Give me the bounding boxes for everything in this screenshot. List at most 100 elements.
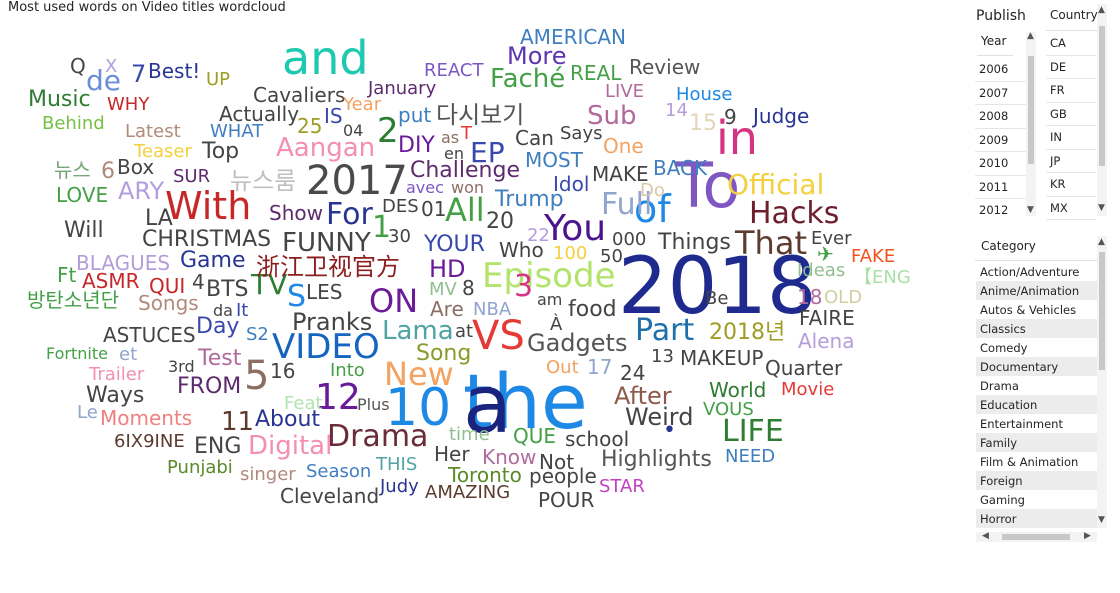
year-item[interactable]: 2011 [975,176,1027,199]
word-다시보기: 다시보기 [436,101,525,129]
year-item[interactable]: 2007 [975,82,1027,105]
word-13: 13 [651,346,674,367]
word-more: More [507,42,567,70]
year-item[interactable]: 2010 [975,152,1027,176]
country-item[interactable]: FR [1046,79,1096,103]
category-item[interactable]: Family [976,433,1097,452]
category-item[interactable]: Drama [980,378,1019,393]
word-back: BACK [653,156,708,180]
word-hacks: Hacks [749,196,840,231]
word-4: 4 [192,270,205,294]
category-item[interactable]: Anime/Animation [976,281,1097,300]
word-cloud: 2018 the a To 10 and 2017 With VIDEO in You Episode… [27,27,911,510]
word-says: Says [560,123,603,144]
word-show: Show [269,201,323,225]
scroll-up-icon[interactable]: ▲ [1027,31,1034,41]
scroll-thumb[interactable] [1099,26,1105,166]
scroll-down-icon[interactable]: ▼ [1027,205,1034,215]
word-plane: ✈ [817,242,834,266]
year-scrollbar[interactable]: ▲ ▼ [1026,32,1036,216]
word-season: Season [306,461,372,482]
year-item[interactable]: 2008 [975,105,1027,129]
word-part: Part [635,313,695,348]
word-fach-: Faché [490,64,566,94]
word-astuces: ASTUCES [103,323,196,347]
word-makeup: MAKEUP [680,346,764,370]
year-item[interactable]: 2012 [975,199,1027,222]
category-item[interactable]: Entertainment [980,416,1063,431]
word-review: Review [629,55,701,79]
word-nba: NBA [473,299,512,320]
word-things: Things [658,230,731,255]
word-gadgets: Gadgets [527,329,628,357]
category-item[interactable]: Classics [976,319,1097,338]
word-trailer: Trailer [89,364,145,385]
word-le: Le [77,402,98,423]
word-up: UP [206,69,231,90]
scroll-down-icon[interactable]: ▼ [1098,515,1105,525]
country-item[interactable]: KR [1046,173,1096,197]
word-trump: Trump [495,187,564,212]
word-et: et [119,344,138,365]
scroll-thumb[interactable] [1028,56,1034,164]
word-6: 6 [101,159,115,184]
hscroll-thumb[interactable] [1002,534,1070,540]
country-item[interactable]: JP [1046,150,1096,173]
category-item[interactable]: Film & Animation [980,454,1079,469]
year-item[interactable]: 2006 [975,58,1027,82]
category-item[interactable]: Foreign [976,471,1097,490]
category-item[interactable]: Gaming [980,492,1025,507]
word-04: 04 [343,121,364,140]
word-2018년: 2018년 [709,320,786,345]
word-a: a [463,358,513,451]
country-scrollbar[interactable]: ▲ ▼ [1097,4,1107,216]
word-2018: 2018 [618,242,817,332]
scroll-down-icon[interactable]: ▼ [1098,203,1105,213]
word-sur: SUR [173,166,211,187]
word-why: WHY [107,94,150,115]
country-item[interactable]: DE [1046,56,1096,79]
category-hscrollbar[interactable]: ◀ ▶ [976,532,1097,542]
word-뉴스룸: 뉴스룸 [230,167,297,195]
word-school: school [565,427,630,451]
word-at: at [455,321,474,342]
word-5: 5 [244,353,270,399]
category-item[interactable]: Education [976,395,1097,414]
year-header: Year [981,34,1007,48]
word-life: LIFE [722,414,784,449]
scroll-up-icon[interactable]: ▲ [1098,5,1105,15]
word-25: 25 [297,114,323,138]
word-your: YOUR [424,232,485,257]
country-item[interactable]: MX [1046,197,1096,220]
word-teaser: Teaser [134,141,192,162]
scroll-thumb[interactable] [1099,252,1105,370]
country-item[interactable]: IN [1046,126,1096,150]
category-item[interactable]: Comedy [980,340,1028,355]
word-will: Will [64,218,104,243]
word-tv: TV [251,268,288,301]
country-item[interactable]: GB [1046,103,1096,126]
word-ever: Ever [811,228,852,249]
category-item[interactable]: Autos & Vehicles [980,302,1077,317]
word-22: 22 [527,225,550,246]
word-17: 17 [587,355,613,379]
word-faire: FAIRE [799,306,855,330]
word-digital: Digital [248,431,333,461]
scroll-up-icon[interactable]: ▲ [1098,237,1105,247]
scroll-left-icon[interactable]: ◀ [982,531,989,541]
category-list: Action/Adventure Anime/Animation Autos & V… [976,262,1097,528]
category-item[interactable]: Documentary [976,357,1097,376]
category-item[interactable]: Action/Adventure [980,264,1080,279]
word-11: 11 [221,407,255,437]
word-s: S [287,279,307,314]
word-song: Song [416,341,472,366]
scroll-right-icon[interactable]: ▶ [1084,531,1091,541]
word-14: 14 [665,100,688,121]
category-scrollbar[interactable]: ▲ ▼ [1097,236,1107,528]
word-the: the [463,357,588,446]
country-item[interactable]: CA [1046,32,1096,56]
year-item[interactable]: 2009 [975,129,1027,152]
word-that: That [735,224,807,262]
category-item[interactable]: Horror [976,509,1097,528]
word-episode: Episode [482,256,616,296]
